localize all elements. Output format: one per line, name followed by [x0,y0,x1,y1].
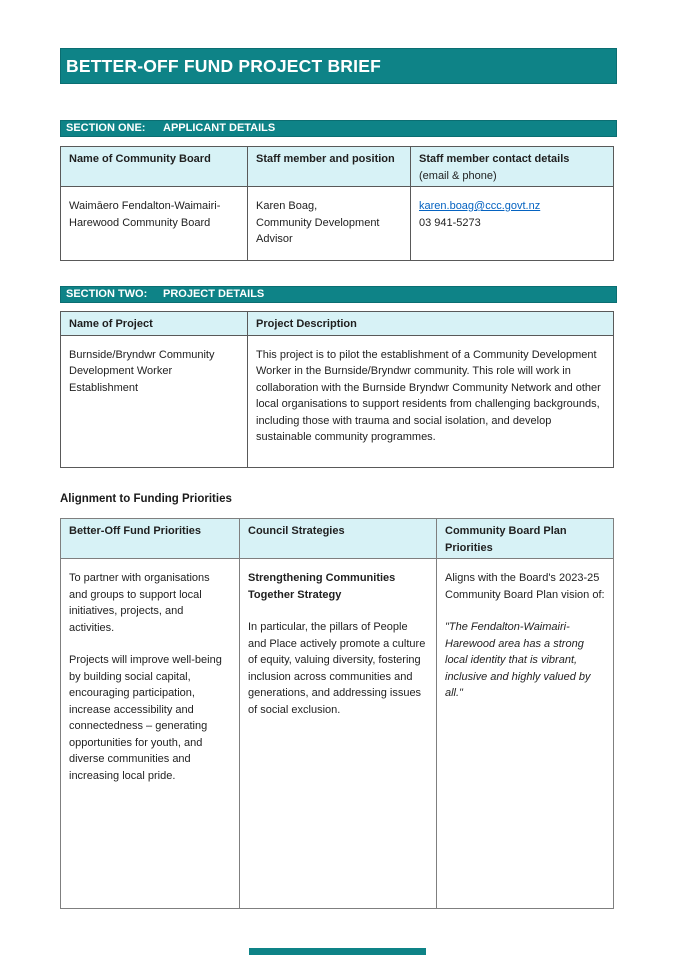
header-label: Staff member and position [256,153,395,165]
header-label: Staff member contact details [419,153,570,165]
header-board-plan-priorities: Community Board Plan Priorities [436,518,614,559]
staff-name: Karen Boag, [256,200,318,212]
section-two-label: SECTION TWO: [66,288,148,300]
applicant-table-data-row: Waimāero Fendalton-Waimairi-Harewood Com… [60,186,614,261]
header-label: Name of Community Board [69,153,211,165]
project-table-header-row: Name of Project Project Description [60,311,614,336]
header-label: Name of Project [69,318,153,330]
council-strategy-body: In particular, the pillars of People and… [248,621,426,716]
funding-priorities-table: Better-Off Fund Priorities Council Strat… [60,518,614,909]
header-council-strategies: Council Strategies [239,518,437,559]
document-title-banner: BETTER-OFF FUND PROJECT BRIEF [60,48,617,84]
staff-member-cell: Karen Boag, Community Development Adviso… [247,186,411,261]
header-sublabel: (email & phone) [419,169,497,182]
applicant-details-table: Name of Community Board Staff member and… [60,146,614,261]
council-strategies-cell: Strengthening Communities Together Strat… [239,558,437,909]
staff-position: Community Development Advisor [256,216,380,246]
board-plan-cell: Aligns with the Board's 2023-25 Communit… [436,558,614,909]
header-label: Better-Off Fund Priorities [69,525,202,537]
project-description-value: This project is to pilot the establishme… [256,348,601,444]
alignment-heading: Alignment to Funding Priorities [60,493,232,505]
community-board-value: Waimāero Fendalton-Waimairi-Harewood Com… [69,200,221,229]
fund-priorities-paragraph: To partner with organisations and groups… [69,572,210,634]
project-table-data-row: Burnside/Bryndwr Community Development W… [60,334,614,468]
alignment-table-header-row: Better-Off Fund Priorities Council Strat… [60,518,614,559]
header-fund-priorities: Better-Off Fund Priorities [60,518,240,559]
council-strategy-title: Strengthening Communities Together Strat… [248,572,396,601]
section-one-label: SECTION ONE: [66,122,146,134]
applicant-table-header-row: Name of Community Board Staff member and… [60,146,614,187]
section-one-banner: SECTION ONE: APPLICANT DETAILS [60,120,617,137]
header-label: Community Board Plan Priorities [445,525,567,554]
project-name-cell: Burnside/Bryndwr Community Development W… [60,334,248,468]
header-staff-member: Staff member and position [247,146,411,187]
project-name-value: Burnside/Bryndwr Community Development W… [69,348,215,394]
fund-priorities-paragraph: Projects will improve well-being by buil… [69,654,222,782]
next-page-banner-edge [249,948,426,955]
header-label: Project Description [256,318,357,330]
fund-priorities-cell: To partner with organisations and groups… [60,558,240,909]
document-title: BETTER-OFF FUND PROJECT BRIEF [66,56,381,76]
section-one-title: APPLICANT DETAILS [163,122,276,134]
header-contact-details: Staff member contact details (email & ph… [410,146,614,187]
board-plan-quote: "The Fendalton-Waimairi-Harewood area ha… [445,621,591,699]
community-board-cell: Waimāero Fendalton-Waimairi-Harewood Com… [60,186,248,261]
header-label: Council Strategies [248,525,345,537]
phone-number: 03 941-5273 [419,216,481,229]
project-description-cell: This project is to pilot the establishme… [247,334,614,468]
header-community-board: Name of Community Board [60,146,248,187]
section-two-banner: SECTION TWO: PROJECT DETAILS [60,286,617,303]
alignment-table-data-row: To partner with organisations and groups… [60,558,614,909]
header-project-description: Project Description [247,311,614,336]
contact-details-cell: karen.boag@ccc.govt.nz 03 941-5273 [410,186,614,261]
project-details-table: Name of Project Project Description Burn… [60,311,614,468]
section-two-title: PROJECT DETAILS [163,288,265,300]
board-plan-intro: Aligns with the Board's 2023-25 Communit… [445,572,605,601]
header-project-name: Name of Project [60,311,248,336]
email-link[interactable]: karen.boag@ccc.govt.nz [419,200,541,212]
